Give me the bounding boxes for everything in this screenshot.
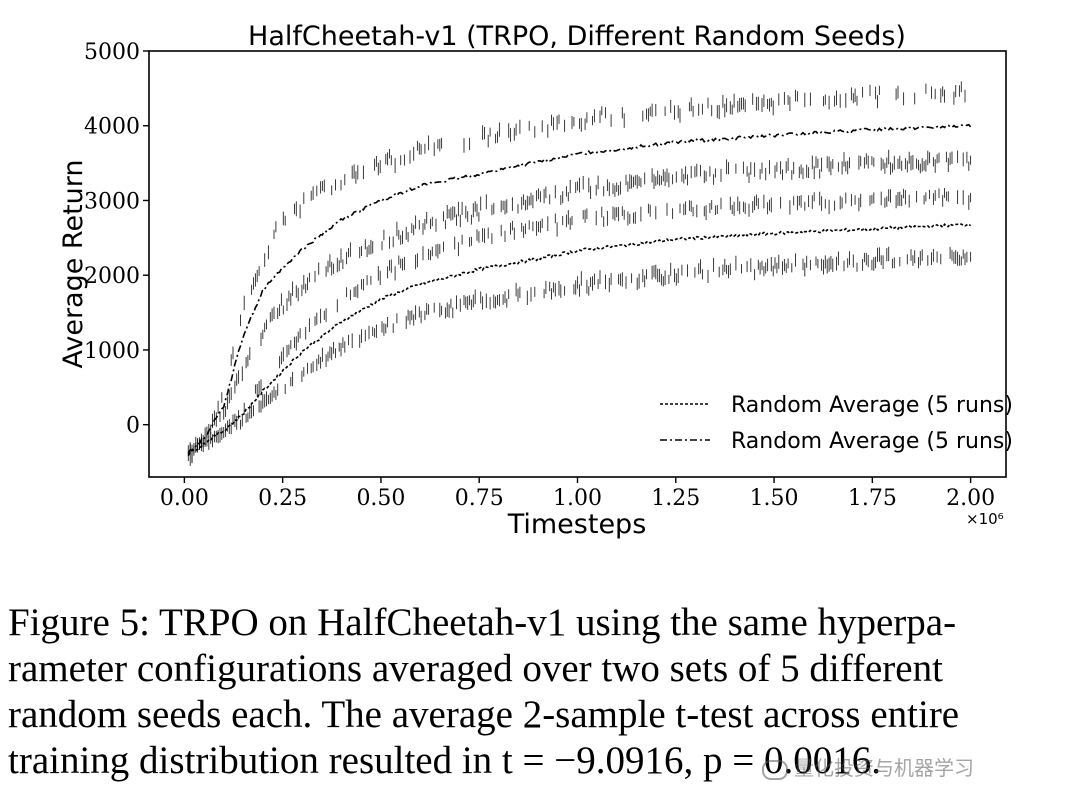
x-tick-label: 1.50 — [750, 486, 799, 511]
legend-label-1: Random Average (5 runs) — [731, 393, 1013, 418]
series-band-2 — [187, 81, 972, 463]
line-chart: 0.00 0.25 0.50 0.75 1.00 1.25 1.50 1.75 2.00 0 10… — [58, 21, 1013, 540]
variance-bands — [187, 81, 972, 466]
watermark: 量化投资与机器学习 — [762, 752, 974, 781]
legend: Random Average (5 runs) Random Average (… — [660, 393, 1013, 454]
caption-line: Figure 5: TRPO on HalfCheetah-v1 using t… — [8, 601, 957, 644]
y-axis-ticks: 0 1000 2000 3000 4000 5000 — [84, 40, 149, 439]
x-axis-ticks: 0.00 0.25 0.50 0.75 1.00 1.25 1.50 1.75 2.00 — [160, 477, 995, 511]
y-tick-label: 4000 — [84, 115, 140, 140]
x-tick-label: 0.25 — [258, 486, 307, 511]
y-tick-label: 1000 — [84, 339, 140, 364]
y-axis-label: Average Return — [58, 159, 89, 368]
y-tick-label: 3000 — [84, 189, 140, 214]
x-tick-label: 1.75 — [848, 486, 897, 511]
watermark-text: 量化投资与机器学习 — [794, 756, 974, 780]
x-tick-label: 2.00 — [946, 486, 995, 511]
series-band-1 — [187, 188, 972, 466]
series-line-1 — [187, 222, 972, 456]
series-lines — [187, 123, 972, 456]
y-tick-label: 5000 — [84, 40, 140, 65]
x-tick-label: 0.75 — [455, 486, 504, 511]
figure-caption: Figure 5: TRPO on HalfCheetah-v1 using t… — [8, 600, 1073, 784]
caption-line: training distribution resulted in t = −9… — [8, 739, 882, 782]
x-tick-label: 0.00 — [160, 486, 209, 511]
chart-title: HalfCheetah-v1 (TRPO, Different Random S… — [248, 21, 906, 52]
y-tick-label: 2000 — [84, 264, 140, 289]
legend-label-2: Random Average (5 runs) — [731, 429, 1013, 454]
series-line-2 — [187, 123, 972, 454]
caption-line: random seeds each. The average 2-sample … — [8, 693, 960, 736]
x-axis-label: Timesteps — [507, 509, 647, 540]
chat-bubble-icon — [762, 759, 788, 780]
x-tick-label: 0.50 — [356, 486, 405, 511]
y-tick-label: 0 — [126, 414, 140, 439]
caption-line: rameter configurations averaged over two… — [8, 647, 943, 690]
x-axis-multiplier: ×10⁶ — [966, 510, 1004, 528]
x-tick-label: 1.00 — [553, 486, 602, 511]
x-tick-label: 1.25 — [651, 486, 700, 511]
